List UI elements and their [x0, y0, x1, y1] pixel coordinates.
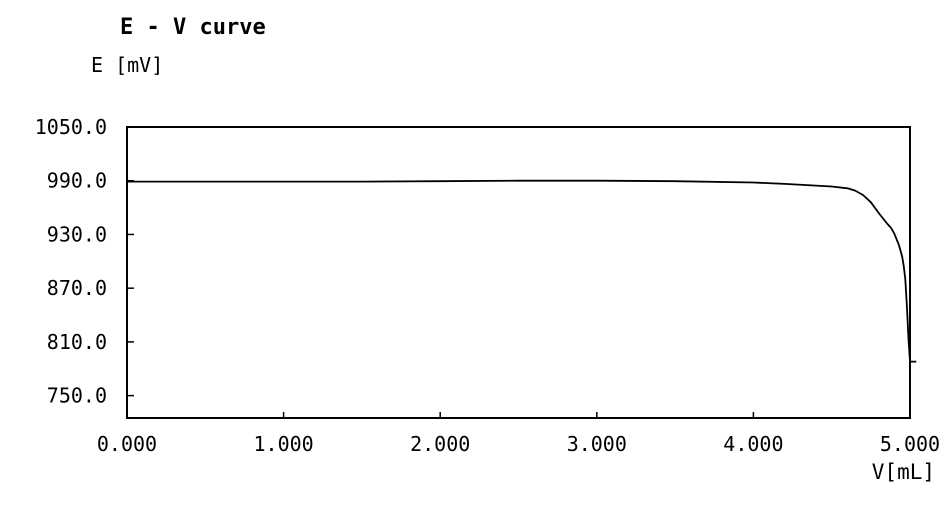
chart-title: E - V curve [120, 15, 266, 40]
x-tick-label: 4.000 [723, 432, 783, 456]
y-tick-label: 810.0 [47, 330, 107, 354]
y-tick-label: 930.0 [47, 222, 107, 246]
y-tick-label: 990.0 [47, 169, 107, 193]
plot-area-frame [126, 126, 911, 419]
y-tick-label: 1050.0 [35, 115, 107, 139]
y-tick-label: 870.0 [47, 276, 107, 300]
x-tick-label: 5.000 [880, 432, 940, 456]
x-tick-label: 2.000 [410, 432, 470, 456]
y-tick-label: 750.0 [47, 384, 107, 408]
x-tick-label: 1.000 [253, 432, 313, 456]
x-tick-label: 3.000 [567, 432, 627, 456]
series-line [127, 179, 917, 363]
y-axis-label: E [mV] [91, 53, 163, 77]
x-tick-label: 0.000 [97, 432, 157, 456]
y-axis-ticks: 1050.0 990.0 930.0 870.0 810.0 750.0 [35, 115, 134, 408]
x-axis-label: V[mL] [872, 460, 935, 484]
x-axis-ticks: 0.000 1.000 2.000 3.000 4.000 5.000 [97, 412, 940, 456]
